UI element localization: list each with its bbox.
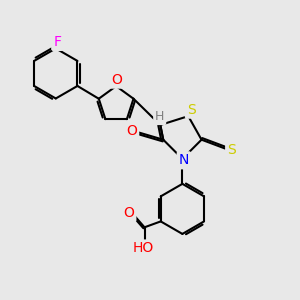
Text: F: F	[53, 35, 61, 49]
Text: N: N	[179, 153, 189, 167]
Text: H: H	[155, 110, 164, 123]
Text: O: O	[111, 73, 122, 87]
Text: S: S	[187, 103, 196, 117]
Text: HO: HO	[132, 242, 154, 256]
Text: S: S	[227, 143, 236, 157]
Text: O: O	[126, 124, 137, 138]
Text: O: O	[124, 206, 134, 220]
